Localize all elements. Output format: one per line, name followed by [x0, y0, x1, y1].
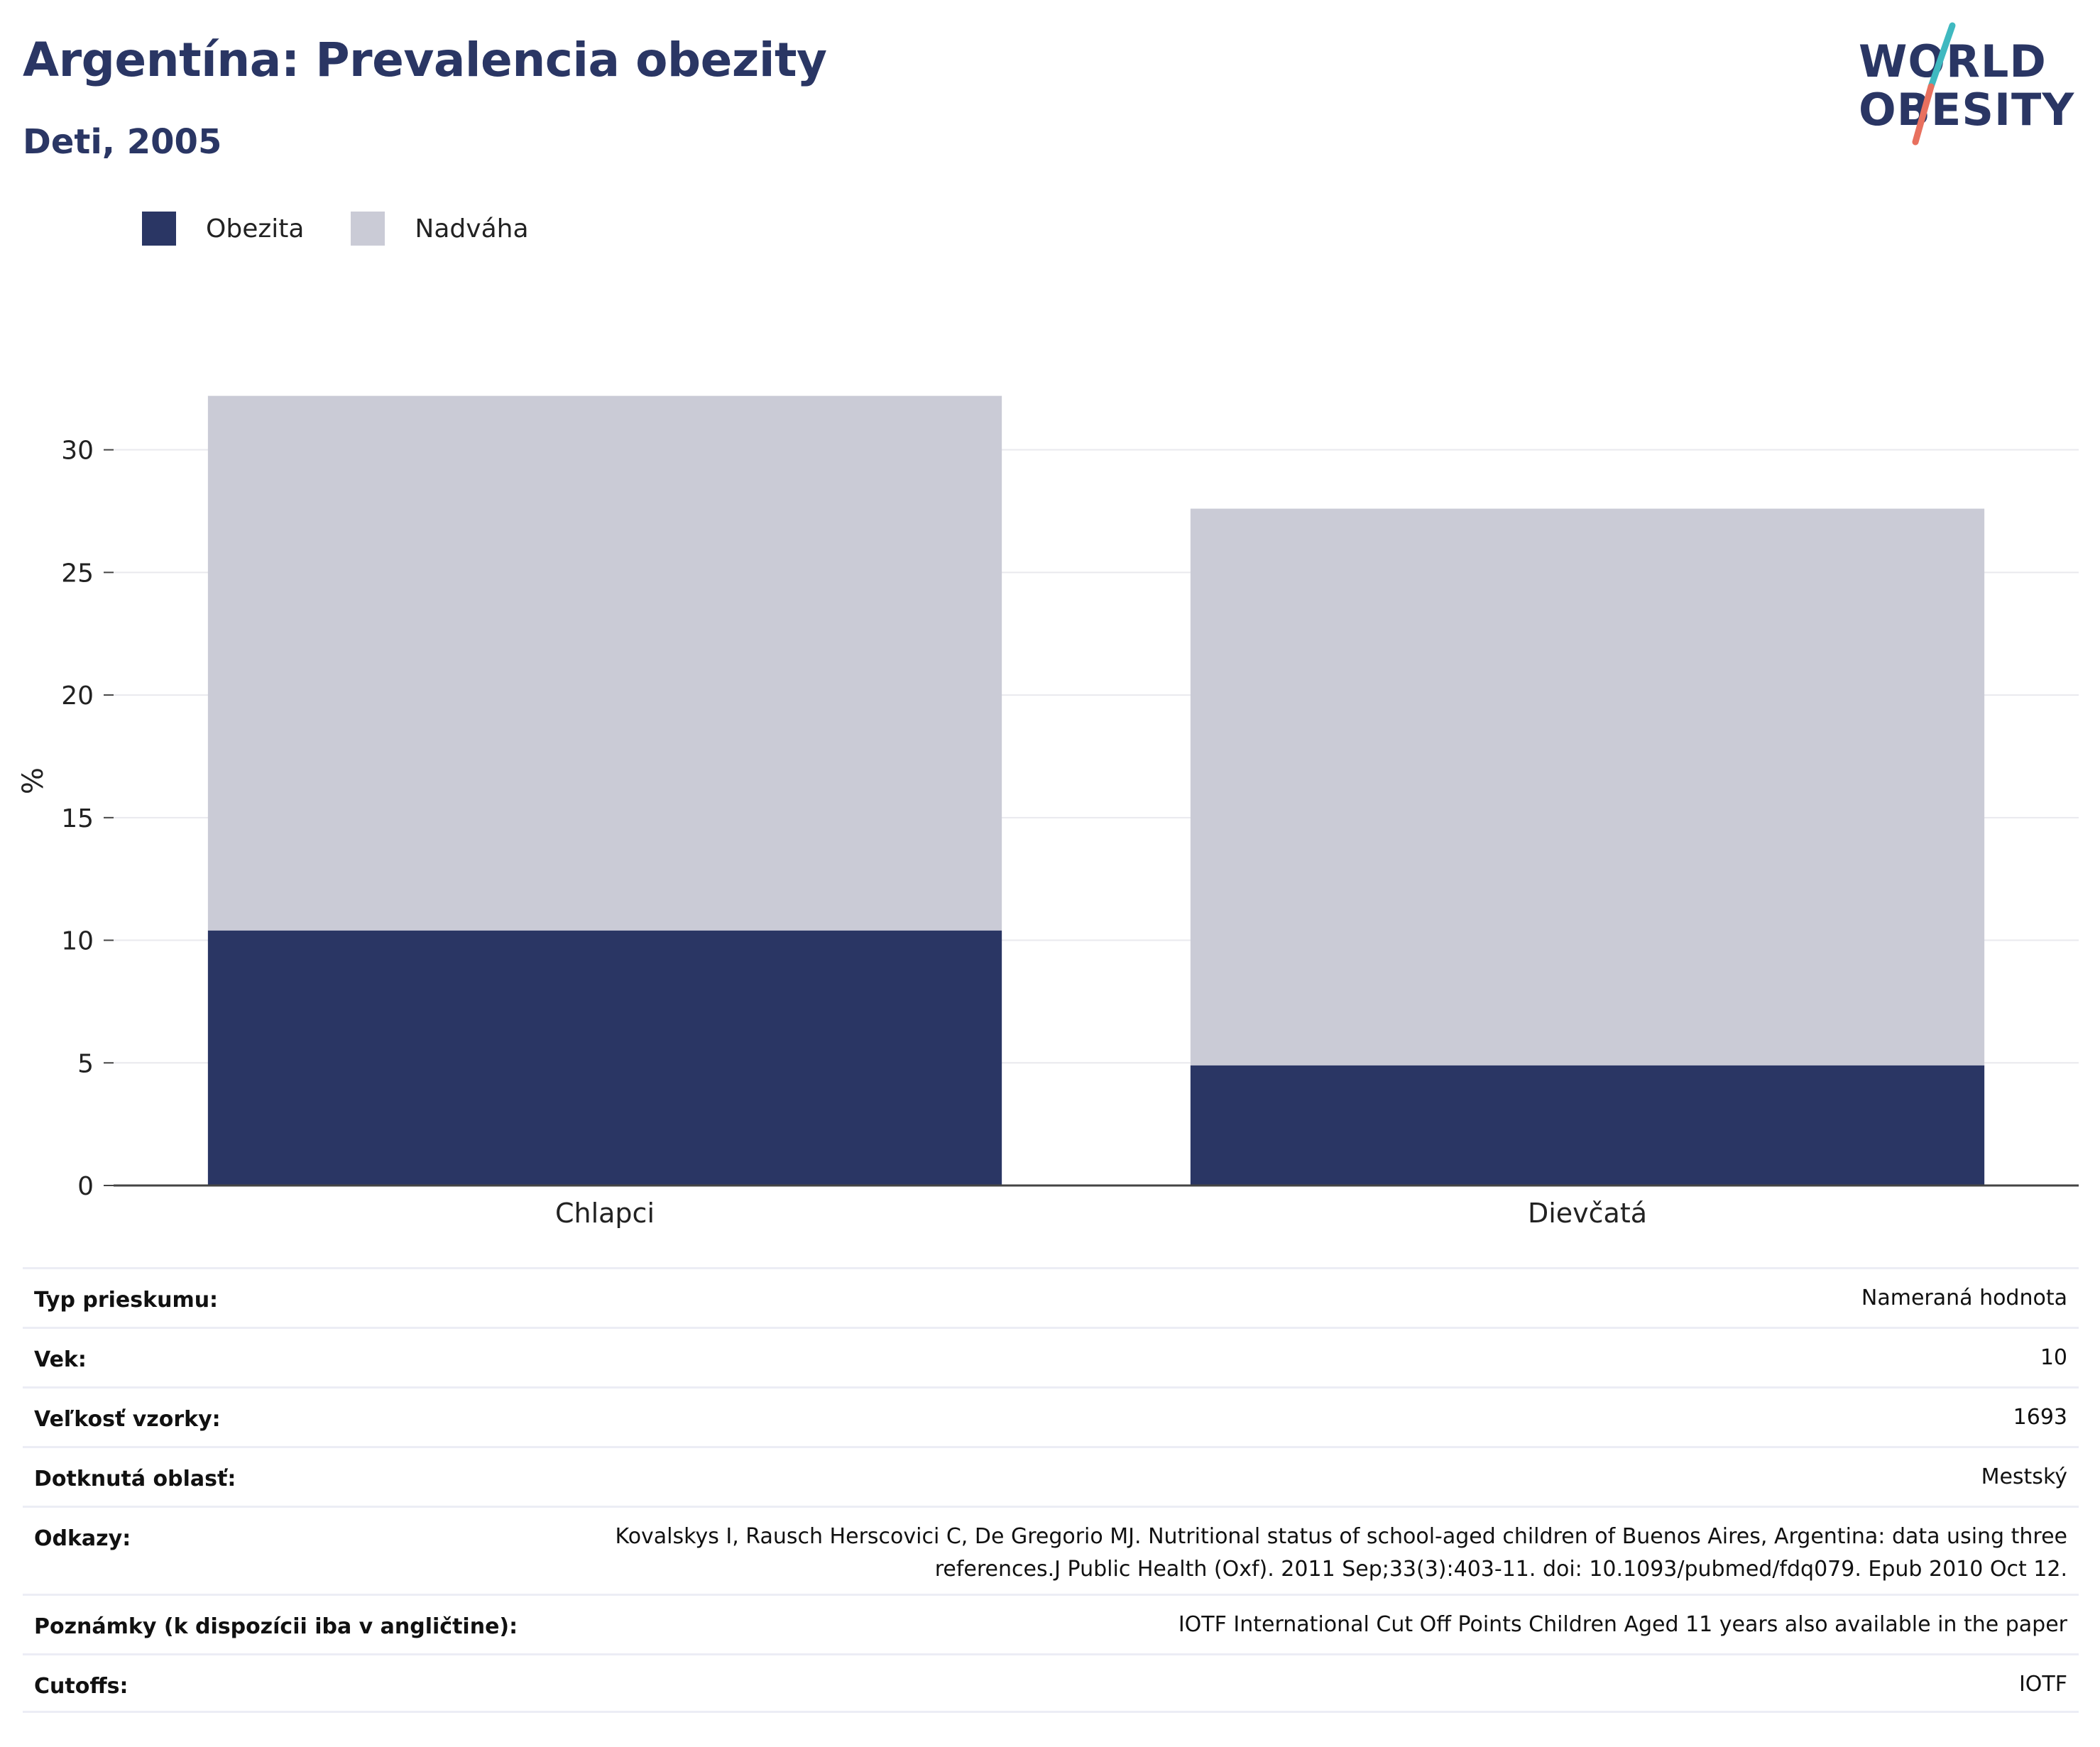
logo-word-2: OBESITY: [1859, 84, 2075, 136]
reference-line-2: references.J Public Health (Oxf). 2011 S…: [934, 1557, 2067, 1582]
bar-overweight: [1190, 508, 1985, 1066]
y-axis-label: %: [17, 767, 50, 794]
chart-title: Argentína: Prevalencia obezity: [23, 33, 827, 87]
y-tick-label: 0: [77, 1172, 94, 1201]
y-tick-label: 20: [61, 681, 94, 711]
logo-slash-icon: [1912, 22, 1956, 146]
info-value: 1693: [2013, 1405, 2067, 1430]
info-row-references: Odkazy: Kovalskys I, Rausch Herscovici C…: [23, 1506, 2079, 1594]
info-label: Vek:: [34, 1347, 87, 1372]
info-label: Veľkosť vzorky:: [34, 1407, 221, 1432]
reference-line-1: Kovalskys I, Rausch Herscovici C, De Gre…: [615, 1524, 2067, 1549]
info-row-survey-type: Typ prieskumu: Nameraná hodnota: [23, 1267, 2079, 1327]
legend-swatch-overweight: [351, 212, 385, 246]
info-value: 10: [2040, 1345, 2067, 1370]
legend-item-obesity[interactable]: Obezita: [142, 212, 304, 246]
x-tick-label: Chlapci: [555, 1198, 655, 1229]
info-label: Dotknutá oblasť:: [34, 1467, 236, 1491]
info-label: Poznámky (k dispozícii iba v angličtine)…: [34, 1614, 518, 1639]
legend-item-overweight[interactable]: Nadváha: [351, 212, 529, 246]
info-value: Mestský: [1981, 1464, 2067, 1489]
x-tick-label: Dievčatá: [1528, 1198, 1647, 1229]
info-label: Odkazy:: [34, 1526, 131, 1551]
y-tick-label: 25: [61, 559, 94, 588]
chart-legend: Obezita Nadváha: [142, 212, 576, 246]
info-row-sample-size: Veľkosť vzorky: 1693: [23, 1386, 2079, 1446]
info-value: IOTF: [2018, 1672, 2067, 1697]
y-tick-label: 5: [77, 1049, 94, 1078]
bar-chart: 0 5 10 15 20 25 30% Chlapci Dievčatá: [17, 395, 2079, 1229]
info-row-age: Vek: 10: [23, 1327, 2079, 1386]
bar-obesity: [1190, 1065, 1985, 1185]
legend-swatch-obesity: [142, 212, 176, 246]
info-row-notes: Poznámky (k dispozícii iba v angličtine)…: [23, 1594, 2079, 1653]
bar-overweight: [207, 395, 1002, 931]
y-tick-label: 15: [61, 804, 94, 833]
legend-label-obesity: Obezita: [206, 214, 305, 243]
world-obesity-logo: WORLD OBESITY: [1846, 20, 2087, 148]
info-value: Nameraná hodnota: [1861, 1286, 2067, 1310]
info-value-references: Kovalskys I, Rausch Herscovici C, De Gre…: [616, 1521, 2067, 1586]
chart-subtitle: Deti, 2005: [23, 122, 222, 162]
logo-word-1: WORLD: [1859, 35, 2047, 87]
y-tick-label: 30: [61, 437, 94, 466]
info-table: Typ prieskumu: Nameraná hodnota Vek: 10 …: [23, 1267, 2079, 1713]
info-value: IOTF International Cut Off Points Childr…: [1178, 1612, 2067, 1637]
info-label: Cutoffs:: [34, 1674, 128, 1699]
info-label: Typ prieskumu:: [34, 1288, 219, 1313]
info-row-cutoffs: Cutoffs: IOTF: [23, 1653, 2079, 1713]
bar-obesity: [207, 930, 1002, 1185]
legend-label-overweight: Nadváha: [415, 214, 529, 243]
y-tick-label: 10: [61, 927, 94, 956]
info-row-area: Dotknutá oblasť: Mestský: [23, 1446, 2079, 1506]
